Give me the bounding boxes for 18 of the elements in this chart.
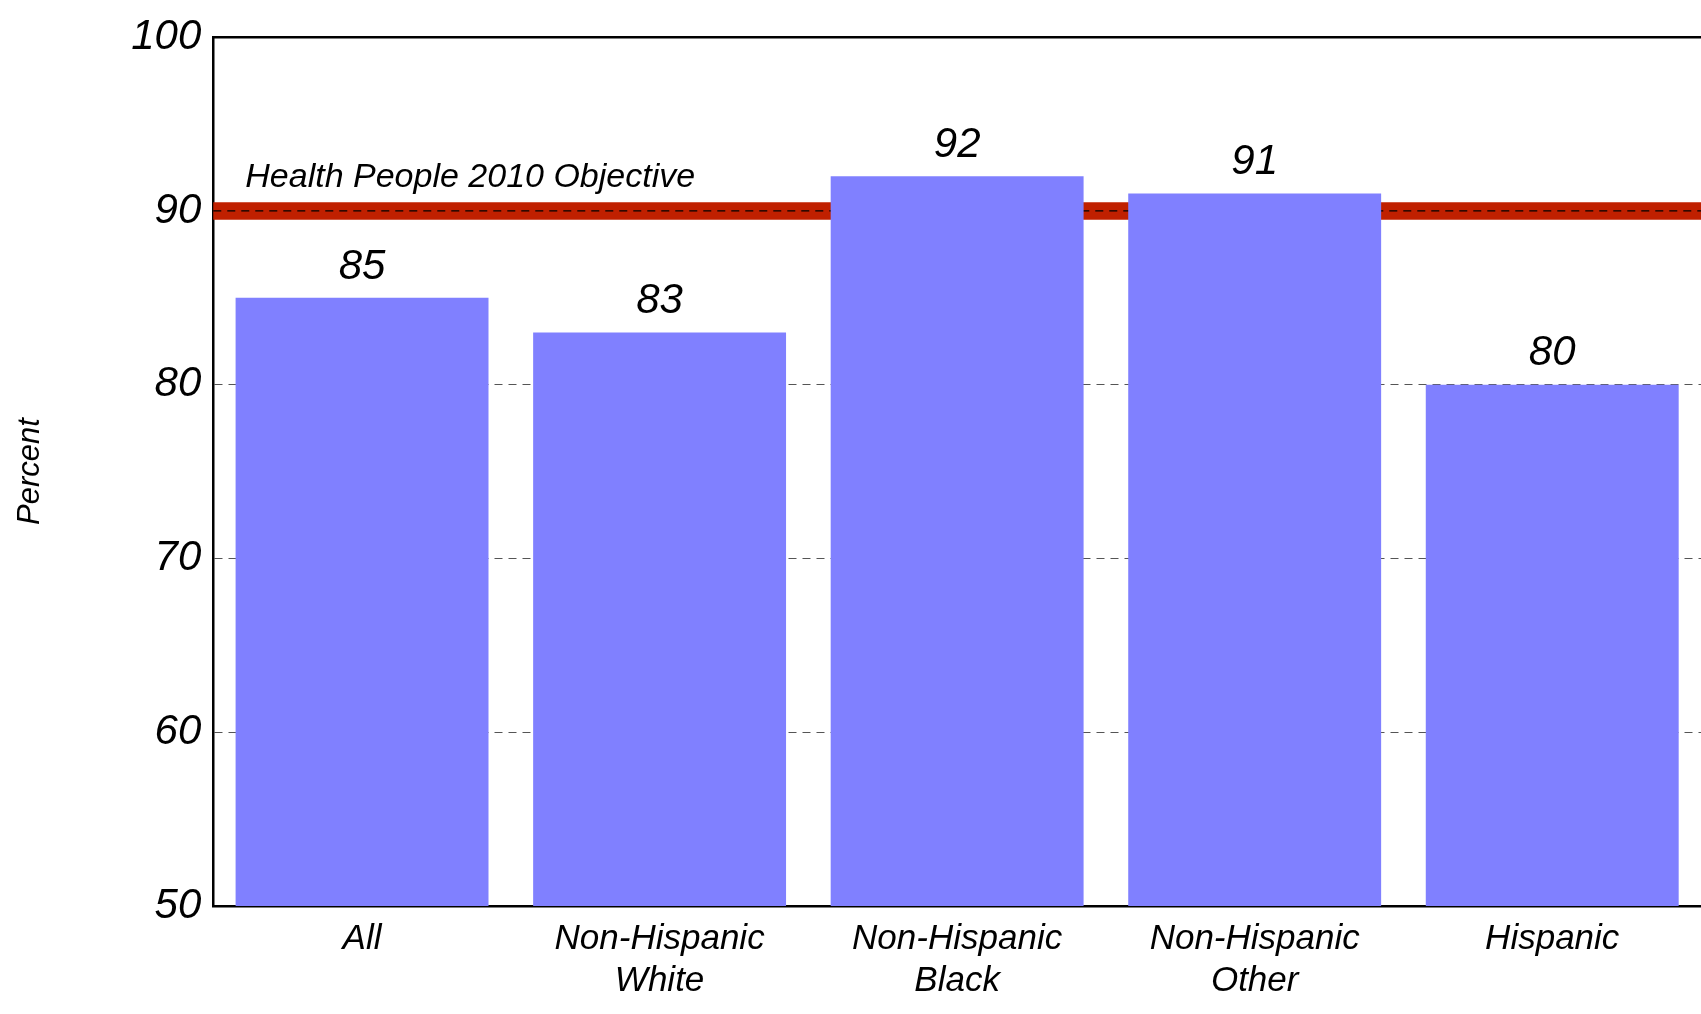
x-tick-label: Non-Hispanic Black	[852, 916, 1063, 998]
y-tick-label: 70	[154, 532, 202, 580]
ref-line-label: Health People 2010 Objective	[245, 156, 696, 195]
data-label: 91	[1231, 136, 1279, 184]
x-tick-label: Non-Hispanic White	[554, 916, 766, 998]
y-tick-label: 90	[154, 184, 202, 232]
y-tick-label: 80	[154, 358, 202, 406]
data-label: 80	[1528, 327, 1577, 375]
y-tick-label: 60	[154, 705, 202, 753]
data-label: 92	[933, 118, 981, 166]
data-label: 83	[636, 275, 683, 323]
x-tick-label: Hispanic	[1485, 916, 1620, 956]
y-axis-title: Percent	[11, 416, 47, 526]
y-tick-label: 50	[154, 879, 202, 927]
data-label: 85	[338, 240, 387, 288]
x-tick-label: All	[340, 916, 383, 956]
y-tick-label: 100	[131, 10, 202, 58]
x-tick-label: Non-Hispanic Other	[1149, 916, 1361, 998]
